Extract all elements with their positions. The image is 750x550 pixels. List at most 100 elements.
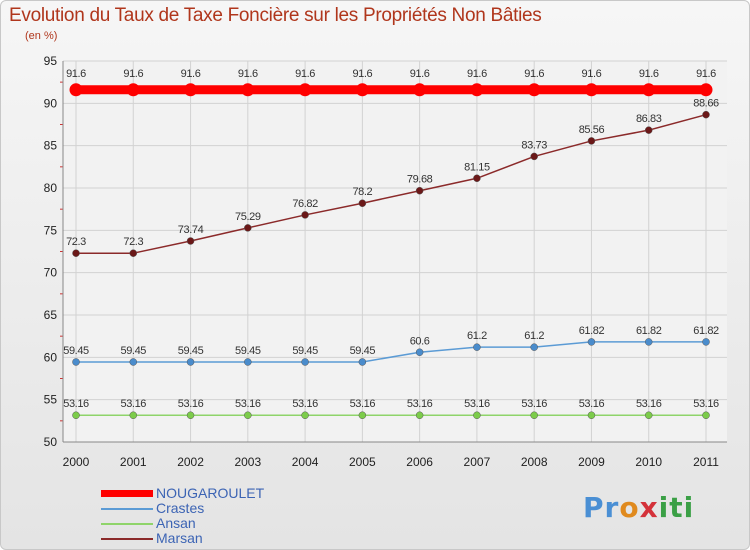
point-crastes-2008 — [530, 343, 538, 351]
data-label-crastes-2003: 59.45 — [235, 345, 261, 357]
point-ansan-2003 — [244, 411, 252, 419]
y-tick-label-65: 65 — [44, 308, 58, 322]
data-label-nougaroulet-2000: 91.6 — [66, 68, 86, 80]
y-tick-label-75: 75 — [44, 223, 58, 237]
data-label-crastes-2006: 60.6 — [410, 335, 430, 347]
data-label-crastes-2002: 59.45 — [178, 345, 204, 357]
y-tick-label-50: 50 — [44, 435, 58, 449]
point-crastes-2002 — [186, 358, 195, 366]
logo-part-4: iti — [658, 491, 695, 524]
point-nougaroulet-2011 — [699, 83, 713, 97]
point-marsan-2004 — [301, 211, 309, 219]
x-tick-label-2010: 2010 — [635, 455, 662, 469]
data-label-crastes-2005: 59.45 — [350, 345, 376, 357]
data-label-marsan-2010: 86.83 — [636, 113, 662, 125]
data-label-ansan-2008: 53.16 — [521, 398, 547, 410]
legend-label-nougaroulet: NOUGAROULET — [156, 485, 265, 501]
point-ansan-2007 — [473, 411, 481, 419]
proxiti-logo: Proxiti — [583, 491, 694, 524]
point-crastes-2010 — [644, 338, 653, 346]
point-nougaroulet-2008 — [527, 83, 541, 97]
data-label-crastes-2007: 61.2 — [467, 330, 487, 342]
data-label-nougaroulet-2011: 91.6 — [696, 68, 716, 80]
point-crastes-2004 — [301, 358, 309, 366]
point-nougaroulet-2007 — [470, 83, 484, 97]
data-label-marsan-2009: 85.56 — [579, 124, 605, 136]
data-label-crastes-2009: 61.82 — [579, 325, 605, 337]
legend-item-ansan: Ansan — [101, 516, 264, 531]
point-crastes-2006 — [415, 348, 424, 357]
y-tick-label-90: 90 — [44, 96, 58, 110]
point-nougaroulet-2002 — [184, 83, 198, 97]
data-label-ansan-2010: 53.16 — [636, 398, 662, 410]
point-marsan-2001 — [129, 249, 138, 257]
point-ansan-2011 — [702, 411, 710, 419]
data-label-ansan-2006: 53.16 — [407, 398, 433, 410]
point-crastes-2011 — [702, 338, 710, 346]
data-label-crastes-2008: 61.2 — [524, 330, 544, 342]
data-label-ansan-2004: 53.16 — [292, 398, 318, 410]
legend-swatch-nougaroulet — [101, 490, 153, 497]
x-tick-label-2009: 2009 — [578, 455, 605, 469]
x-tick-label-2011: 2011 — [693, 455, 719, 469]
y-tick-label-60: 60 — [44, 350, 58, 364]
data-label-ansan-2002: 53.16 — [178, 398, 204, 410]
x-tick-label-2004: 2004 — [292, 455, 319, 469]
data-label-nougaroulet-2003: 91.6 — [238, 68, 258, 80]
y-tick-label-70: 70 — [44, 266, 58, 280]
point-nougaroulet-2006 — [413, 83, 427, 97]
x-tick-label-2002: 2002 — [177, 455, 204, 469]
point-ansan-2002 — [186, 411, 195, 419]
point-nougaroulet-2003 — [241, 83, 255, 97]
data-label-ansan-2005: 53.16 — [350, 398, 376, 410]
y-tick-label-85: 85 — [44, 139, 58, 153]
data-label-nougaroulet-2002: 91.6 — [181, 68, 201, 80]
point-marsan-2010 — [644, 126, 653, 134]
series-line-crastes — [76, 341, 706, 363]
data-label-marsan-2007: 81.15 — [464, 161, 490, 173]
point-marsan-2011 — [702, 110, 710, 119]
chart-title: Evolution du Taux de Taxe Foncière sur l… — [9, 5, 542, 26]
data-label-ansan-2003: 53.16 — [235, 398, 261, 410]
x-tick-label-2007: 2007 — [464, 455, 491, 469]
data-label-marsan-2004: 76.82 — [292, 198, 318, 210]
data-label-crastes-2001: 59.45 — [121, 345, 147, 357]
point-marsan-2006 — [415, 186, 424, 195]
point-crastes-2001 — [129, 358, 138, 366]
data-label-ansan-2001: 53.16 — [121, 398, 147, 410]
point-crastes-2005 — [358, 358, 367, 366]
point-marsan-2009 — [587, 137, 596, 145]
data-label-nougaroulet-2007: 91.6 — [467, 68, 487, 80]
point-ansan-2010 — [644, 411, 653, 419]
x-tick-label-2005: 2005 — [349, 455, 376, 469]
data-label-marsan-2003: 75.29 — [235, 211, 261, 223]
data-label-marsan-2001: 72.3 — [123, 236, 143, 248]
data-label-ansan-2000: 53.16 — [63, 398, 89, 410]
point-crastes-2003 — [244, 358, 252, 366]
data-label-crastes-2011: 61.82 — [693, 325, 719, 337]
data-label-crastes-2004: 59.45 — [292, 345, 318, 357]
point-crastes-2007 — [473, 343, 481, 351]
data-label-nougaroulet-2009: 91.6 — [582, 68, 602, 80]
point-marsan-2008 — [530, 152, 538, 161]
point-nougaroulet-2000 — [69, 83, 83, 97]
x-tick-label-2006: 2006 — [406, 455, 433, 469]
y-tick-label-55: 55 — [44, 393, 58, 407]
point-crastes-2009 — [587, 338, 596, 346]
series-line-marsan — [76, 113, 707, 254]
legend-label-marsan: Marsan — [156, 530, 203, 546]
point-marsan-2003 — [244, 224, 252, 232]
x-tick-label-2003: 2003 — [234, 455, 261, 469]
legend-swatch-crastes — [101, 507, 153, 510]
data-label-nougaroulet-2004: 91.6 — [295, 68, 315, 80]
point-ansan-2005 — [358, 411, 367, 419]
point-ansan-2001 — [129, 411, 138, 419]
point-ansan-2008 — [530, 411, 538, 419]
point-ansan-2009 — [587, 411, 596, 419]
legend-label-crastes: Crastes — [156, 500, 205, 516]
logo-part-3: x — [639, 491, 659, 524]
legend-swatch-marsan — [101, 537, 153, 540]
data-label-nougaroulet-2005: 91.6 — [352, 68, 372, 80]
